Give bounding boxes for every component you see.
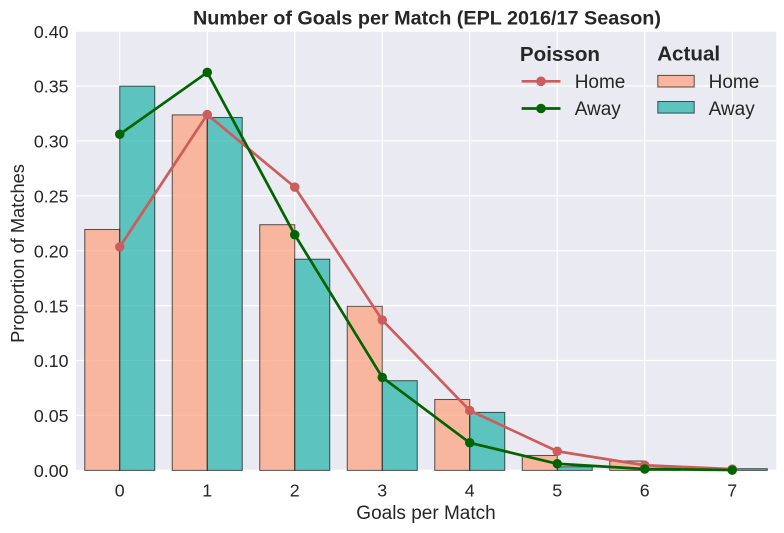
- svg-text:1: 1: [202, 481, 212, 501]
- svg-text:Actual: Actual: [657, 43, 720, 66]
- svg-text:0.40: 0.40: [34, 22, 69, 42]
- svg-text:Home: Home: [575, 72, 626, 93]
- svg-text:3: 3: [377, 481, 387, 501]
- svg-text:Proportion of Matches: Proportion of Matches: [7, 164, 28, 343]
- svg-text:0.10: 0.10: [34, 351, 69, 371]
- svg-text:7: 7: [727, 481, 737, 501]
- svg-text:2: 2: [290, 481, 300, 501]
- svg-text:0.15: 0.15: [34, 296, 69, 316]
- svg-text:0: 0: [115, 481, 125, 501]
- svg-text:Goals per Match: Goals per Match: [356, 503, 495, 524]
- svg-text:Home: Home: [709, 72, 760, 93]
- svg-text:Number of Goals per Match (EPL: Number of Goals per Match (EPL 2016/17 S…: [193, 7, 661, 29]
- svg-text:Away: Away: [575, 99, 622, 120]
- svg-text:0.35: 0.35: [34, 77, 69, 97]
- svg-text:4: 4: [465, 481, 475, 501]
- svg-text:0.25: 0.25: [34, 187, 69, 207]
- svg-text:Away: Away: [709, 99, 756, 120]
- svg-text:Poisson: Poisson: [520, 43, 600, 66]
- svg-text:0.20: 0.20: [34, 241, 69, 261]
- svg-text:0.05: 0.05: [34, 406, 69, 426]
- svg-text:0.00: 0.00: [34, 461, 69, 481]
- svg-text:5: 5: [552, 481, 562, 501]
- svg-text:0.30: 0.30: [34, 132, 69, 152]
- svg-text:6: 6: [640, 481, 650, 501]
